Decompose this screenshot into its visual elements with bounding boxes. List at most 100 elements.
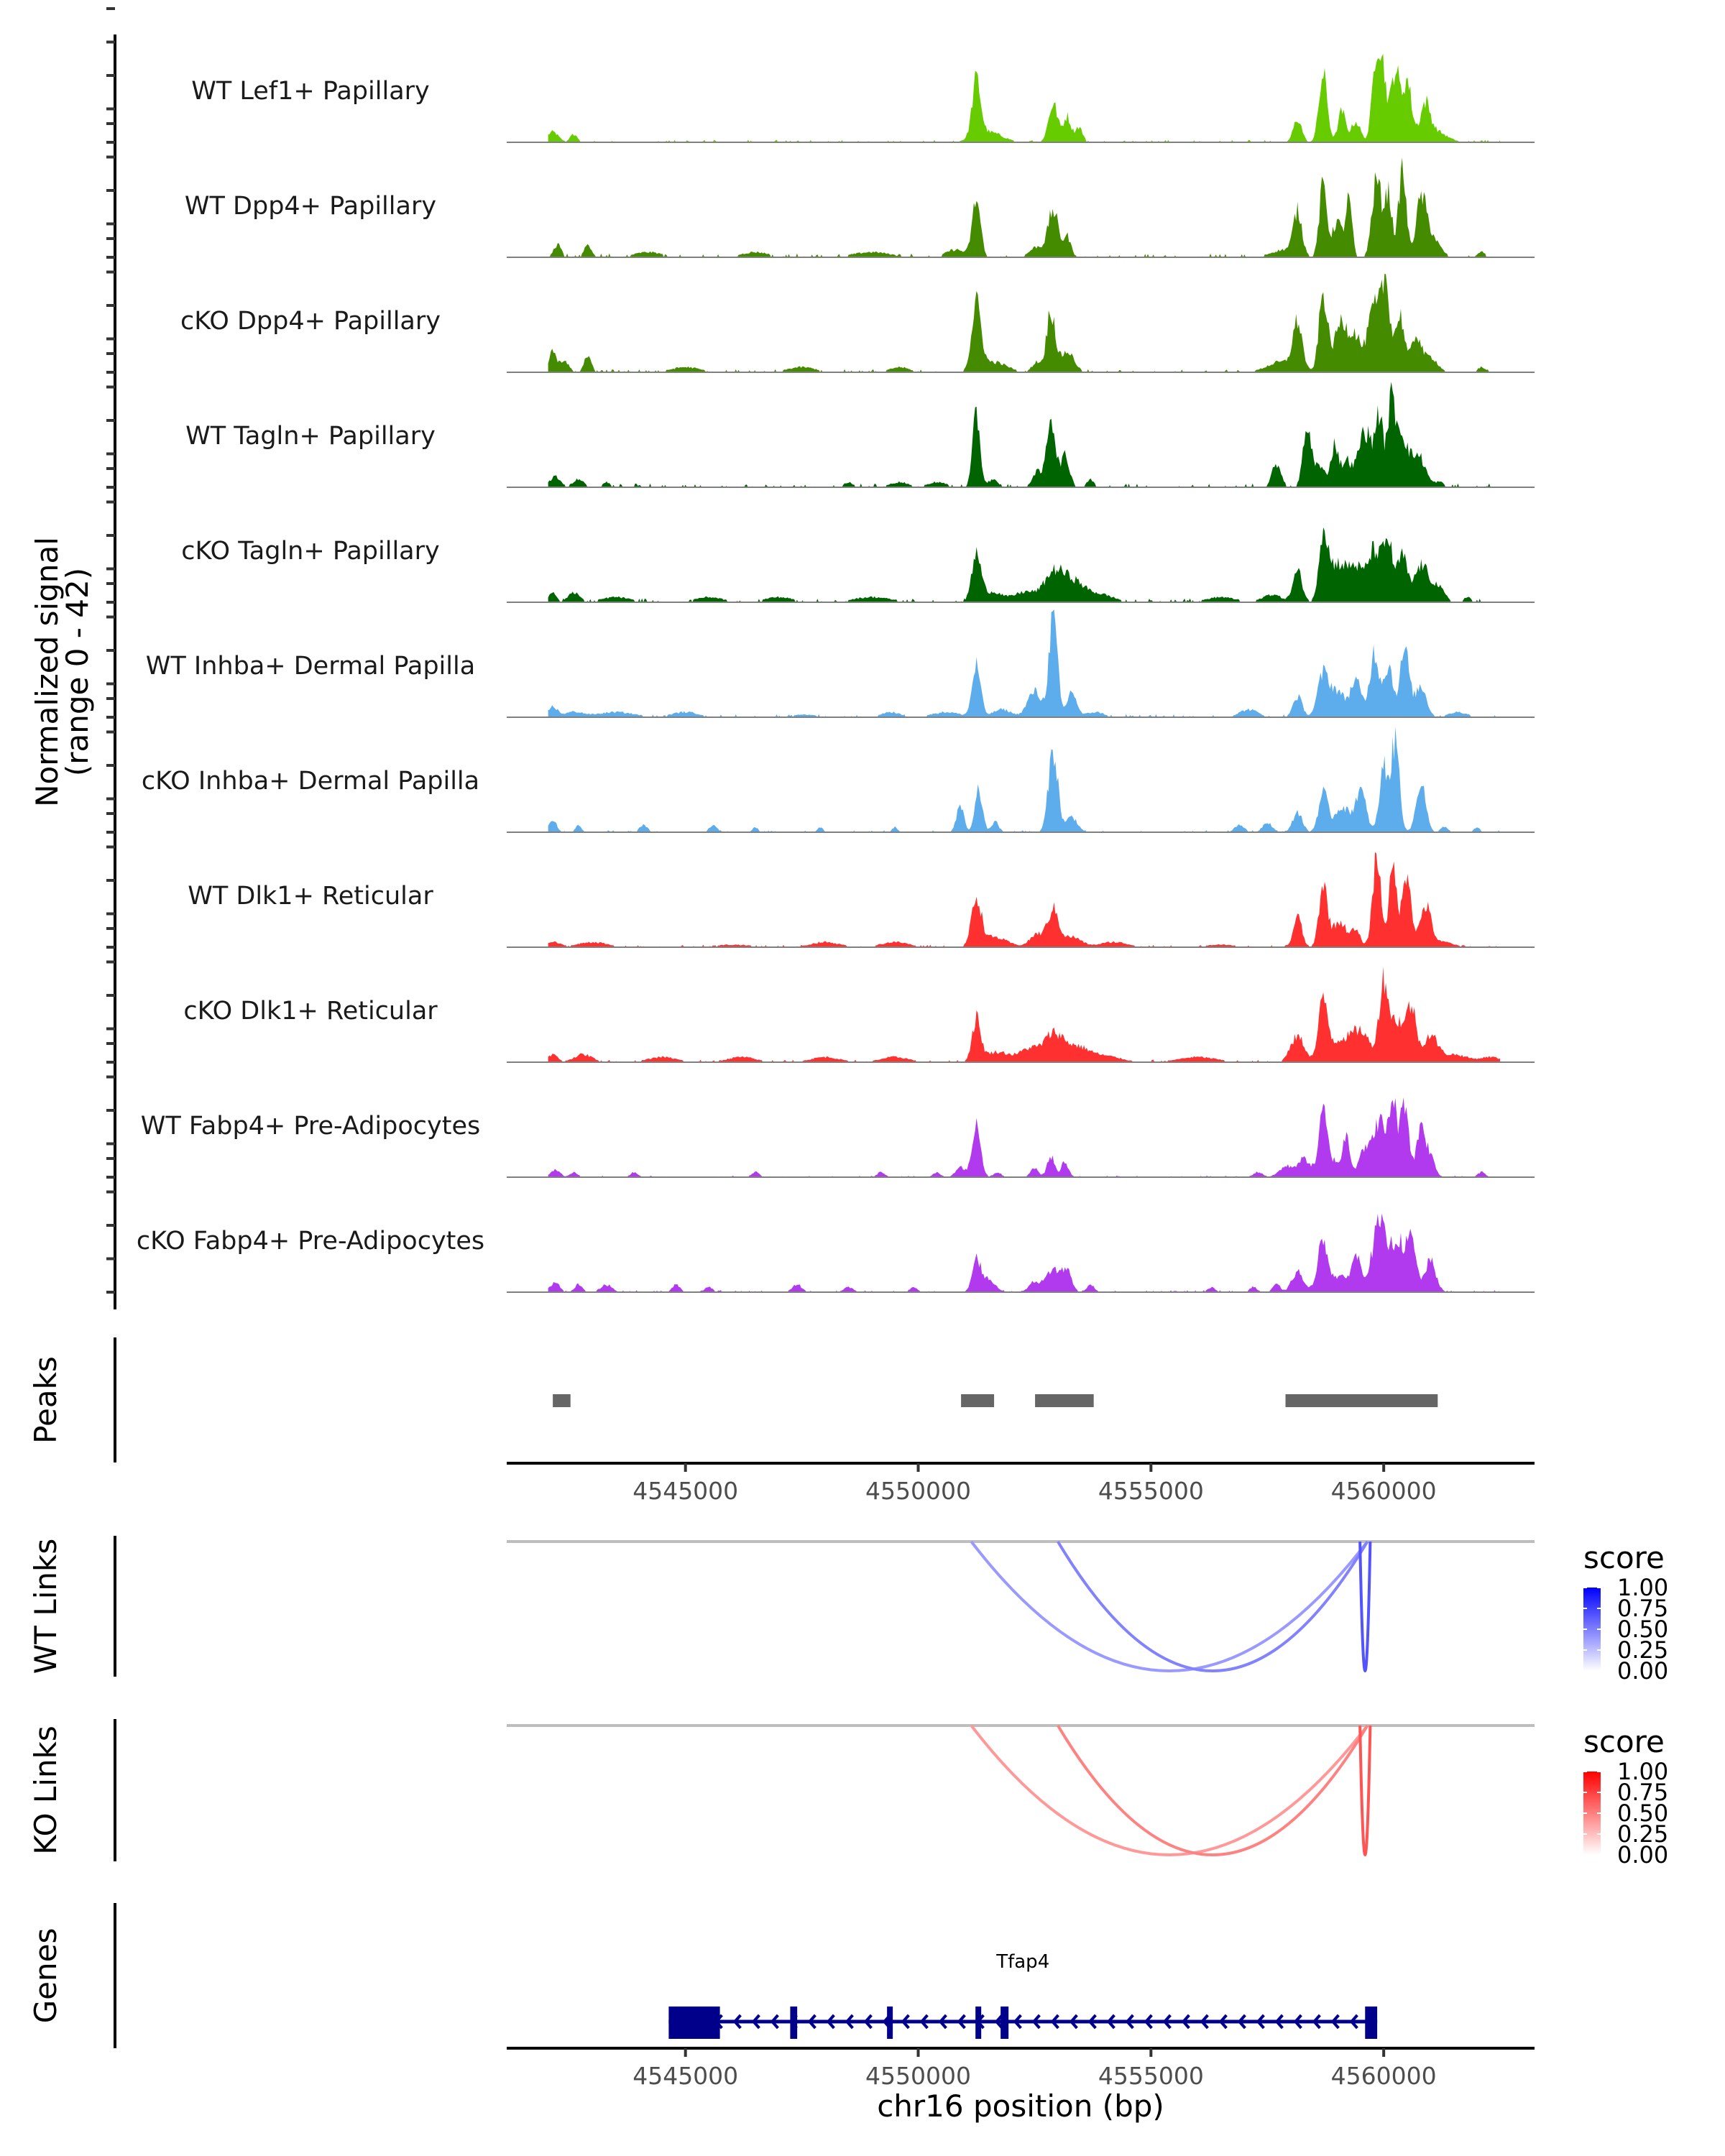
link-arc bbox=[1057, 1540, 1369, 1672]
strand-arrow bbox=[1312, 2014, 1321, 2030]
x-tick-label: 4550000 bbox=[865, 1477, 971, 1505]
gene-exon bbox=[887, 2007, 893, 2039]
link-arc bbox=[1358, 1725, 1372, 1856]
track-label: cKO Dpp4+ Papillary bbox=[180, 307, 441, 336]
strand-arrow bbox=[1162, 2014, 1172, 2030]
x-tick-label: 4560000 bbox=[1331, 1477, 1437, 1505]
ko-links-arcs bbox=[970, 1724, 1372, 1856]
coverage-track-labels: WT Lef1+ Papillary WT Dpp4+ Papillary cKO … bbox=[137, 77, 484, 1256]
peaks-x-axis-ticks: 4545000 4550000 4555000 4560000 bbox=[632, 1463, 1437, 1505]
strand-arrow bbox=[957, 2014, 966, 2030]
legend-label: 0.25 bbox=[1617, 1820, 1668, 1848]
x-tick-label: 4555000 bbox=[1098, 2062, 1204, 2090]
coverage-area-7 bbox=[548, 852, 1501, 947]
strand-arrow bbox=[1349, 2014, 1358, 2030]
x-tick-label: 4545000 bbox=[632, 1477, 738, 1505]
strand-arrow bbox=[1013, 2014, 1022, 2030]
track-label: WT Lef1+ Papillary bbox=[191, 77, 430, 106]
bottom-x-axis-ticks: 4545000 4550000 4555000 4560000 bbox=[632, 2048, 1437, 2090]
coverage-area-5 bbox=[548, 609, 1501, 717]
gene-models: Tfap4 bbox=[668, 1951, 1378, 2039]
x-tick-label: 4550000 bbox=[865, 2062, 971, 2090]
genes-y-label: Genes bbox=[28, 1928, 63, 2024]
strand-arrow bbox=[1050, 2014, 1059, 2030]
coverage-area-1 bbox=[548, 157, 1501, 257]
gene-label: Tfap4 bbox=[995, 1951, 1049, 1973]
peak-region bbox=[1035, 1394, 1094, 1407]
legend-label: 1.00 bbox=[1617, 1574, 1668, 1601]
wt-links-arcs bbox=[970, 1540, 1372, 1672]
strand-arrow bbox=[807, 2014, 816, 2030]
strand-arrow bbox=[1330, 2014, 1340, 2030]
track-label: cKO Dlk1+ Reticular bbox=[183, 997, 438, 1026]
strand-arrow bbox=[826, 2014, 835, 2030]
strand-arrow bbox=[1106, 2014, 1116, 2030]
strand-arrow bbox=[1237, 2014, 1246, 2030]
strand-arrow bbox=[1031, 2014, 1041, 2030]
wt-links-legend: score 1.000.750.500.250.00 bbox=[1583, 1540, 1668, 1685]
gene-exon bbox=[790, 2007, 798, 2039]
track-label: cKO Inhba+ Dermal Papilla bbox=[142, 767, 479, 796]
strand-arrow bbox=[1293, 2014, 1302, 2030]
wt-legend-title: score bbox=[1583, 1540, 1665, 1575]
strand-arrow bbox=[1087, 2014, 1097, 2030]
peaks-y-label: Peaks bbox=[28, 1356, 63, 1444]
x-tick-label: 4545000 bbox=[632, 2062, 738, 2090]
strand-arrow bbox=[1144, 2014, 1153, 2030]
ko-links-legend: score 1.000.750.500.250.00 bbox=[1583, 1724, 1668, 1869]
peak-region bbox=[1285, 1394, 1438, 1407]
legend-label: 1.00 bbox=[1617, 1758, 1668, 1785]
strand-arrow bbox=[994, 2014, 1003, 2030]
coverage-y-label-line2: (range 0 - 42) bbox=[60, 568, 95, 776]
peak-region bbox=[961, 1394, 995, 1407]
coverage-area-9 bbox=[548, 1097, 1501, 1177]
link-arc bbox=[970, 1724, 1369, 1856]
ko-legend-title: score bbox=[1583, 1724, 1665, 1759]
coverage-tracks bbox=[507, 54, 1535, 1293]
link-arc bbox=[1358, 1541, 1372, 1672]
coverage-y-ticks bbox=[106, 7, 115, 1294]
legend-label: 0.75 bbox=[1617, 1779, 1668, 1806]
strand-arrow bbox=[770, 2014, 779, 2030]
strand-arrow bbox=[845, 2014, 854, 2030]
track-label: WT Inhba+ Dermal Papilla bbox=[146, 652, 475, 681]
strand-arrow bbox=[1200, 2014, 1209, 2030]
x-tick-label: 4555000 bbox=[1098, 1477, 1204, 1505]
legend-label: 0.25 bbox=[1617, 1636, 1668, 1664]
track-label: cKO Fabp4+ Pre-Adipocytes bbox=[137, 1227, 484, 1256]
strand-arrow bbox=[863, 2014, 873, 2030]
coverage-area-0 bbox=[548, 54, 1501, 142]
wt-links-y-label: WT Links bbox=[28, 1539, 63, 1674]
ko-links-y-label: KO Links bbox=[28, 1726, 63, 1855]
legend-label: 0.00 bbox=[1617, 1841, 1668, 1869]
coverage-area-10 bbox=[548, 1213, 1501, 1292]
gene-exon bbox=[975, 2007, 982, 2039]
track-label: WT Fabp4+ Pre-Adipocytes bbox=[141, 1112, 480, 1141]
coverage-area-6 bbox=[548, 727, 1501, 832]
link-arc bbox=[970, 1540, 1369, 1672]
strand-arrow bbox=[751, 2014, 760, 2030]
coverage-y-label-line1: Normalized signal bbox=[29, 537, 65, 807]
strand-arrow bbox=[1274, 2014, 1284, 2030]
link-arc bbox=[1057, 1724, 1369, 1856]
legend-label: 0.50 bbox=[1617, 1616, 1668, 1643]
strand-arrow bbox=[901, 2014, 910, 2030]
gene-exon bbox=[1365, 2007, 1378, 2039]
coverage-area-2 bbox=[548, 274, 1501, 372]
coverage-area-4 bbox=[548, 527, 1501, 602]
coverage-area-3 bbox=[548, 382, 1501, 487]
peak-region bbox=[553, 1394, 571, 1407]
track-label: WT Dpp4+ Papillary bbox=[185, 192, 436, 221]
strand-arrow bbox=[1256, 2014, 1265, 2030]
strand-arrow bbox=[732, 2014, 742, 2030]
strand-arrow bbox=[919, 2014, 929, 2030]
peaks-regions bbox=[553, 1394, 1438, 1407]
gene-exon bbox=[668, 2007, 720, 2039]
strand-arrow bbox=[938, 2014, 947, 2030]
legend-label: 0.75 bbox=[1617, 1595, 1668, 1622]
legend-label: 0.50 bbox=[1617, 1800, 1668, 1827]
legend-label: 0.00 bbox=[1617, 1657, 1668, 1685]
strand-arrow bbox=[1218, 2014, 1228, 2030]
gene-exon bbox=[1000, 2007, 1009, 2039]
